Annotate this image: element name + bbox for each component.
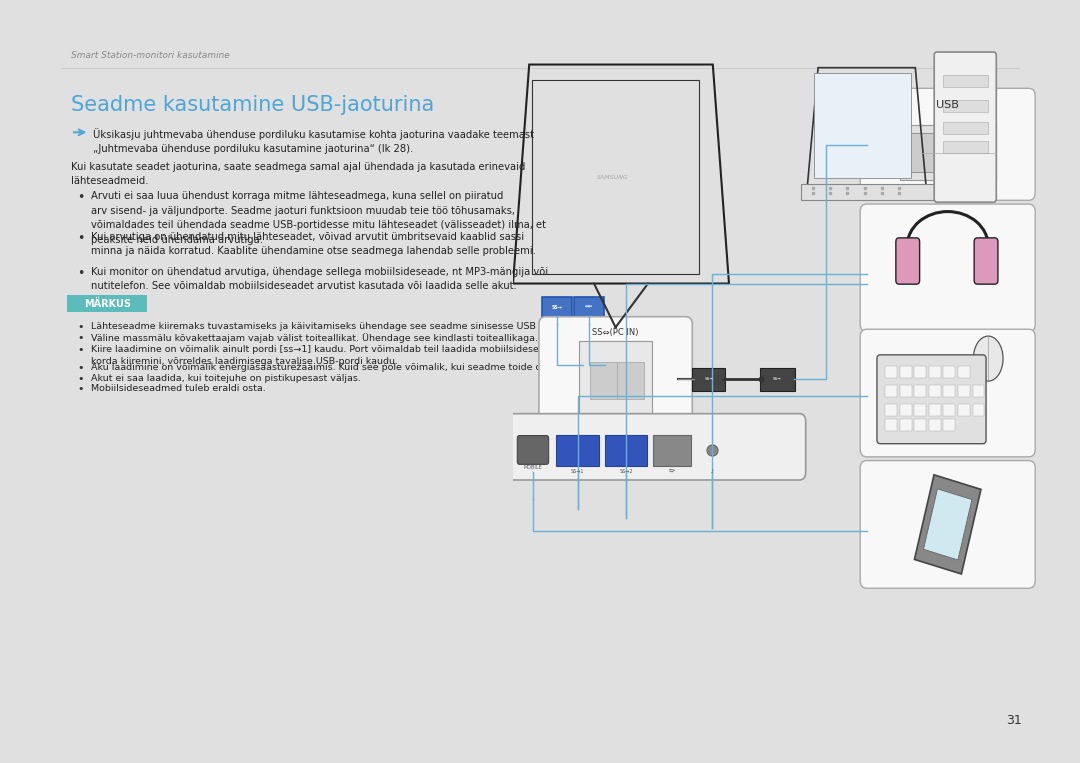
FancyBboxPatch shape (591, 362, 617, 398)
FancyBboxPatch shape (958, 404, 970, 416)
FancyBboxPatch shape (877, 355, 986, 444)
FancyBboxPatch shape (900, 420, 912, 431)
FancyBboxPatch shape (886, 385, 897, 397)
FancyBboxPatch shape (929, 404, 941, 416)
FancyBboxPatch shape (861, 461, 1035, 588)
FancyBboxPatch shape (861, 329, 1035, 457)
Text: •: • (77, 385, 83, 394)
Text: Kui monitor on ühendatud arvutiga, ühendage sellega mobiilsideseade, nt MP3-mäng: Kui monitor on ühendatud arvutiga, ühend… (92, 267, 549, 291)
FancyBboxPatch shape (542, 298, 572, 317)
FancyBboxPatch shape (909, 134, 987, 172)
FancyBboxPatch shape (943, 76, 987, 87)
FancyBboxPatch shape (503, 414, 806, 480)
FancyBboxPatch shape (944, 366, 956, 378)
FancyBboxPatch shape (605, 435, 648, 466)
FancyBboxPatch shape (814, 72, 912, 179)
Text: SS→2: SS→2 (620, 468, 633, 474)
Text: Kiire laadimine on võimalik ainult pordi [ss→1] kaudu. Port võimaldab teil laadi: Kiire laadimine on võimalik ainult pordi… (92, 346, 585, 366)
Text: •: • (77, 267, 84, 280)
FancyBboxPatch shape (900, 404, 912, 416)
FancyBboxPatch shape (974, 238, 998, 284)
Text: SS→: SS→ (773, 377, 782, 382)
Ellipse shape (973, 336, 1003, 382)
Text: Lähteseadme kiiremaks tuvastamiseks ja käivitamiseks ühendage see seadme sinises: Lähteseadme kiiremaks tuvastamiseks ja k… (92, 322, 582, 330)
Text: •: • (77, 192, 84, 204)
Text: ⇆⚡: ⇆⚡ (669, 468, 676, 474)
FancyBboxPatch shape (972, 385, 985, 397)
FancyBboxPatch shape (929, 366, 941, 378)
FancyBboxPatch shape (972, 404, 985, 416)
Text: SAMSUNG: SAMSUNG (597, 175, 629, 179)
FancyBboxPatch shape (934, 52, 996, 202)
Text: Väline massmälu kõvakettaajam vajab välist toiteallikat. Ühendage see kindlasti : Väline massmälu kõvakettaajam vajab väli… (92, 333, 539, 343)
Text: Arvuti ei saa luua ühendust korraga mitme lähteseadmega, kuna sellel on piiratud: Arvuti ei saa luua ühendust korraga mitm… (92, 192, 546, 245)
Text: •: • (77, 322, 83, 332)
FancyBboxPatch shape (944, 420, 956, 431)
FancyBboxPatch shape (943, 122, 987, 134)
FancyBboxPatch shape (539, 317, 692, 429)
Text: SS→: SS→ (551, 304, 563, 310)
FancyBboxPatch shape (958, 366, 970, 378)
Text: Üksikasju juhtmevaba ühenduse pordiluku kasutamise kohta jaoturina vaadake teema: Üksikasju juhtmevaba ühenduse pordiluku … (94, 128, 535, 154)
FancyBboxPatch shape (692, 368, 726, 391)
FancyBboxPatch shape (900, 385, 912, 397)
Text: ♪: ♪ (711, 468, 713, 474)
Text: Smart Station-monitori kasutamine: Smart Station-monitori kasutamine (71, 51, 230, 60)
FancyBboxPatch shape (517, 436, 549, 465)
Text: Kui kasutate seadet jaoturina, saate seadmega samal ajal ühendada ja kasutada er: Kui kasutate seadet jaoturina, saate sea… (71, 162, 525, 186)
FancyBboxPatch shape (914, 420, 927, 431)
Text: •: • (77, 346, 83, 356)
Text: 31: 31 (1007, 713, 1022, 726)
Polygon shape (923, 489, 972, 560)
Text: ⇔⇐: ⇔⇐ (585, 304, 593, 310)
Text: USB: USB (936, 100, 959, 110)
FancyBboxPatch shape (929, 385, 941, 397)
FancyBboxPatch shape (958, 385, 970, 397)
Polygon shape (915, 475, 981, 574)
FancyBboxPatch shape (579, 341, 652, 414)
Text: SS→: SS→ (704, 377, 714, 382)
Text: •: • (77, 232, 84, 245)
FancyBboxPatch shape (944, 404, 956, 416)
FancyBboxPatch shape (929, 420, 941, 431)
Text: Seadme kasutamine USB-jaoturina: Seadme kasutamine USB-jaoturina (71, 95, 434, 115)
FancyBboxPatch shape (575, 298, 605, 317)
FancyBboxPatch shape (653, 435, 691, 466)
FancyBboxPatch shape (861, 89, 1035, 201)
Text: •: • (77, 362, 83, 373)
FancyBboxPatch shape (886, 366, 897, 378)
FancyBboxPatch shape (886, 420, 897, 431)
Text: Mobiilsideseadmed tuleb eraldi osta.: Mobiilsideseadmed tuleb eraldi osta. (92, 385, 266, 394)
FancyBboxPatch shape (914, 366, 927, 378)
Text: MOBILE: MOBILE (524, 465, 542, 470)
FancyBboxPatch shape (67, 295, 148, 312)
FancyBboxPatch shape (900, 366, 912, 378)
FancyBboxPatch shape (914, 385, 927, 397)
FancyBboxPatch shape (760, 368, 795, 391)
FancyBboxPatch shape (618, 362, 644, 398)
FancyBboxPatch shape (944, 385, 956, 397)
FancyBboxPatch shape (861, 204, 1035, 332)
FancyBboxPatch shape (914, 404, 927, 416)
FancyBboxPatch shape (943, 141, 987, 153)
Text: •: • (77, 374, 83, 384)
Text: SS⇔(PC IN): SS⇔(PC IN) (592, 328, 639, 336)
FancyBboxPatch shape (566, 324, 665, 344)
FancyBboxPatch shape (943, 100, 987, 112)
FancyBboxPatch shape (896, 238, 920, 284)
Text: Aku laadimine on võimalik energiasäästurežääimis. Kuid see pole võimalik, kui se: Aku laadimine on võimalik energiasäästur… (92, 362, 581, 372)
FancyBboxPatch shape (886, 404, 897, 416)
Text: Akut ei saa laadida, kui toitejuhe on pistikupesast väljas.: Akut ei saa laadida, kui toitejuhe on pi… (92, 374, 362, 382)
Text: •: • (77, 333, 83, 343)
FancyBboxPatch shape (556, 435, 598, 466)
FancyBboxPatch shape (800, 184, 935, 201)
FancyBboxPatch shape (900, 124, 996, 179)
Text: SS→1: SS→1 (570, 468, 584, 474)
Text: Kui arvutiga on ühendatud mitu lähteseadet, võivad arvutit ümbritsevaid kaablid : Kui arvutiga on ühendatud mitu lähtesead… (92, 232, 537, 256)
Text: MÄRKUS: MÄRKUS (84, 298, 131, 309)
